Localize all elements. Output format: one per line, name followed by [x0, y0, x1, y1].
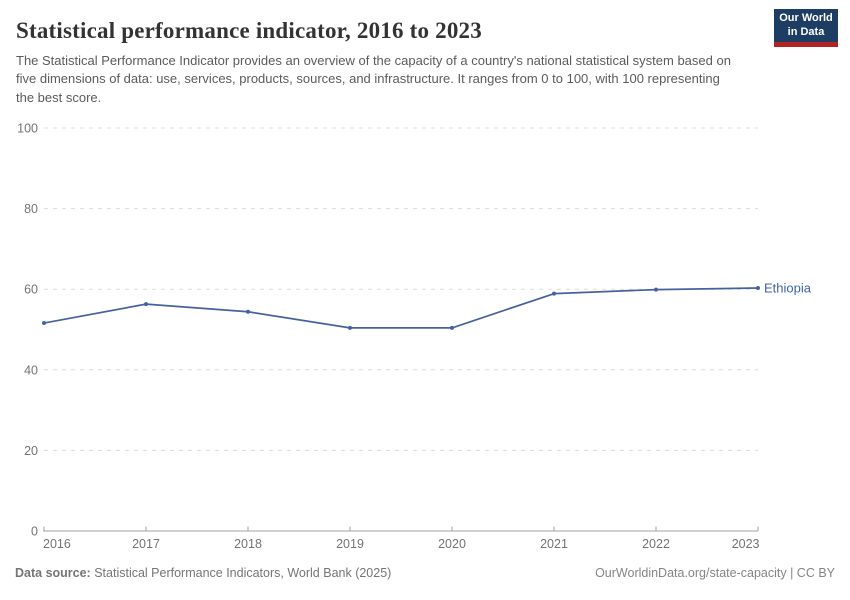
x-tick-label-2022: 2022: [642, 537, 670, 551]
data-source-label: Data source:: [15, 566, 91, 580]
chart-area: 0 20 40 60 80 100 2016 2017 2018 2019 2020 2021 202…: [0, 118, 850, 558]
x-tick-label-2019: 2019: [336, 537, 364, 551]
attribution-link[interactable]: OurWorldinData.org/state-capacity | CC B…: [595, 566, 835, 580]
data-point-2019[interactable]: [348, 325, 352, 330]
data-point-2017[interactable]: [144, 302, 148, 307]
y-tick-label-80: 80: [24, 202, 38, 216]
data-point-2023[interactable]: [756, 285, 760, 290]
line-series[interactable]: [43, 287, 759, 329]
entity-label-text[interactable]: Ethiopia: [764, 280, 812, 295]
chart-footer: Data source: Statistical Performance Ind…: [0, 566, 850, 580]
x-tick-label-2021: 2021: [540, 537, 568, 551]
x-tick-label-2016: 2016: [43, 537, 71, 551]
y-axis-labels: 0 20 40 60 80 100: [17, 122, 38, 539]
owid-logo[interactable]: Our World in Data: [774, 9, 838, 47]
x-tick-label-2020: 2020: [438, 537, 466, 551]
x-axis-labels: 2016 2017 2018 2019 2020 2021 2022 2023: [43, 537, 760, 551]
y-tick-label-100: 100: [17, 122, 38, 136]
owid-logo-line2: in Data: [787, 25, 825, 38]
x-tick-label-2018: 2018: [234, 537, 262, 551]
data-point-2018[interactable]: [246, 309, 250, 314]
y-tick-label-40: 40: [24, 363, 38, 377]
data-points[interactable]: [42, 285, 760, 330]
page-title: Statistical performance indicator, 2016 …: [16, 18, 482, 43]
data-point-2016[interactable]: [42, 321, 46, 326]
chart-subtitle: The Statistical Performance Indicator pr…: [16, 53, 731, 105]
entity-label[interactable]: Ethiopia: [764, 280, 812, 295]
chart-svg[interactable]: 0 20 40 60 80 100 2016 2017 2018 2019 2020 2021 202…: [0, 118, 850, 558]
y-tick-label-60: 60: [24, 283, 38, 297]
data-point-2021[interactable]: [552, 291, 556, 296]
owid-logo-line1: Our World: [779, 11, 833, 24]
data-point-2022[interactable]: [654, 287, 658, 292]
y-tick-label-20: 20: [24, 444, 38, 458]
data-source: Data source: Statistical Performance Ind…: [15, 566, 391, 580]
y-tick-label-0: 0: [31, 525, 38, 539]
x-axis: [43, 526, 759, 532]
x-tick-label-2023: 2023: [732, 537, 760, 551]
grid-lines: [44, 127, 758, 451]
series-line-ethiopia[interactable]: [43, 287, 759, 329]
data-source-text: Statistical Performance Indicators, Worl…: [90, 566, 392, 580]
chart-header: Statistical performance indicator, 2016 …: [0, 0, 850, 107]
data-point-2020[interactable]: [450, 325, 454, 330]
x-tick-label-2017: 2017: [132, 537, 160, 551]
